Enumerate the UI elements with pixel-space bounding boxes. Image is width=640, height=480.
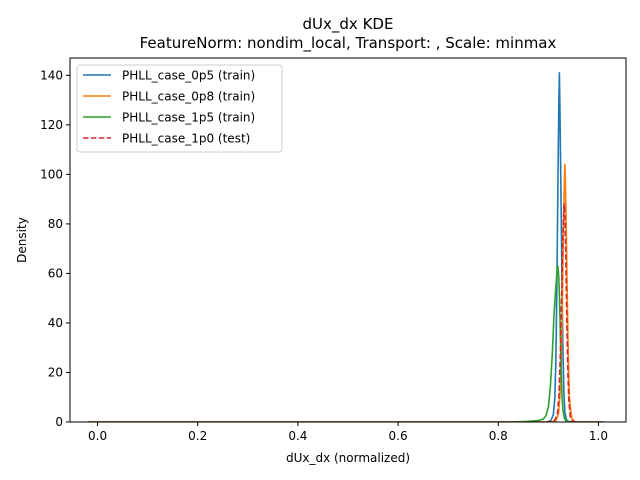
series-line-2 [87,265,604,422]
legend-label-2: PHLL_case_1p5 (train) [122,111,255,125]
legend-label-3: PHLL_case_1p0 (test) [122,132,250,146]
y-axis-ticks: 0 20 40 60 80 100 120 140 [40,68,70,429]
series-layer [87,72,604,422]
legend-label-0: PHLL_case_0p5 (train) [122,69,255,83]
y-tick-label: 0 [55,415,63,429]
chart-title: dUx_dx KDE [303,15,394,34]
x-tick-label: 0.6 [389,429,408,443]
y-tick-label: 100 [40,167,63,181]
x-axis-ticks: 0.0 0.2 0.4 0.6 0.8 1.0 [88,422,608,443]
x-tick-label: 0.0 [88,429,107,443]
chart-subtitle: FeatureNorm: nondim_local, Transport: , … [140,34,557,53]
plot-frame [69,57,627,423]
legend-box [76,64,283,153]
y-tick-label: 120 [40,118,63,132]
x-tick-label: 1.0 [589,429,608,443]
x-tick-label: 0.8 [489,429,508,443]
x-tick-label: 0.4 [288,429,307,443]
series-line-0 [87,72,604,422]
legend-label-1: PHLL_case_0p8 (train) [122,90,255,104]
x-tick-label: 0.2 [188,429,207,443]
y-tick-label: 20 [48,365,63,379]
y-tick-label: 80 [48,217,63,231]
x-axis-label: dUx_dx (normalized) [286,451,410,465]
y-tick-label: 140 [40,68,63,82]
y-tick-label: 60 [48,266,63,280]
legend-entries: PHLL_case_0p5 (train) PHLL_case_0p8 (trai… [83,69,255,146]
y-axis-label: Density [15,217,29,263]
series-line-3 [87,203,604,422]
plot-area: 0.0 0.2 0.4 0.6 0.8 1.0 0 20 40 60 80 100 120 140 [40,57,627,443]
y-tick-label: 40 [48,316,63,330]
legend: PHLL_case_0p5 (train) PHLL_case_0p8 (trai… [76,64,283,153]
